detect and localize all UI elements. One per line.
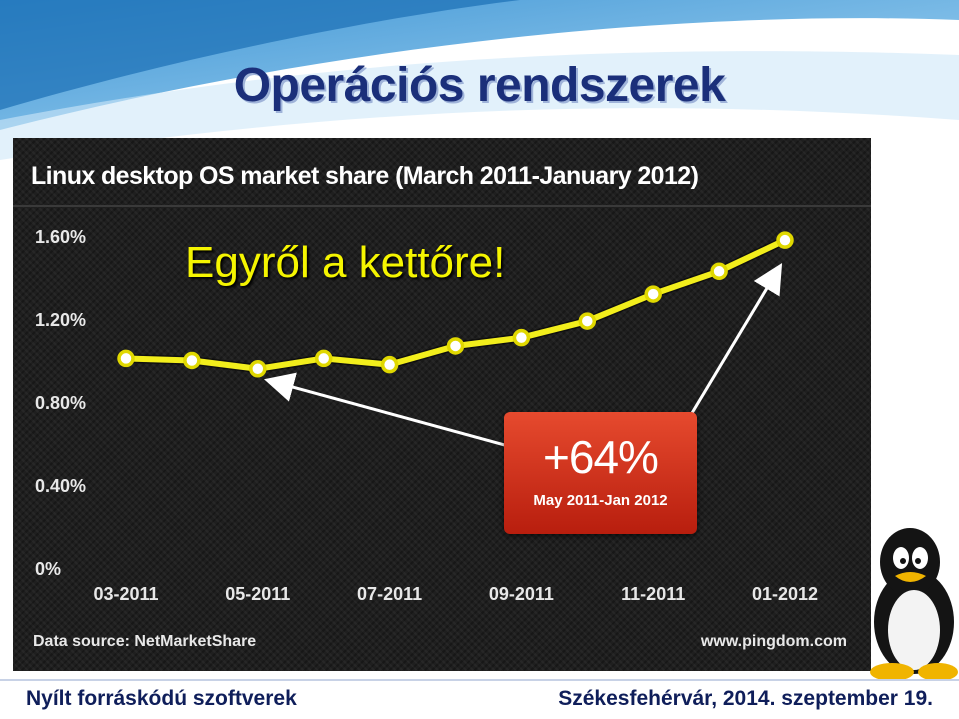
data-point (380, 355, 399, 374)
x-tick-label: 11-2011 (621, 584, 685, 604)
y-tick-label: 0.40% (35, 476, 86, 496)
data-point (446, 337, 465, 355)
growth-callout: +64% May 2011-Jan 2012 (504, 412, 697, 534)
footer-left: Nyílt forráskódú szoftverek (26, 687, 297, 710)
title-divider (13, 205, 871, 207)
x-tick-label: 07-2011 (357, 584, 422, 604)
y-tick-label: 0% (35, 559, 61, 579)
y-tick-label: 1.60% (35, 227, 86, 247)
data-point (117, 349, 135, 368)
data-point (644, 285, 662, 303)
callout-value: +64% (543, 431, 659, 483)
y-tick-label: 0.80% (35, 393, 86, 413)
footer-divider (0, 679, 959, 681)
data-point (183, 351, 201, 370)
data-point (249, 360, 267, 378)
data-source: Data source: NetMarketShare (33, 633, 257, 650)
data-point (512, 328, 531, 347)
y-tick-label: 1.20% (35, 310, 86, 330)
data-point (578, 312, 597, 330)
overlay-caption: Egyről a kettőre! (185, 238, 506, 287)
x-tick-label: 09-2011 (489, 584, 554, 604)
callout-label: May 2011-Jan 2012 (533, 492, 668, 509)
chart-title: Linux desktop OS market share (March 201… (31, 162, 699, 190)
x-tick-label: 03-2011 (93, 584, 158, 604)
data-point (776, 231, 794, 249)
data-point (710, 262, 728, 281)
source-site: www.pingdom.com (700, 633, 847, 650)
x-tick-label: 01-2012 (752, 584, 818, 604)
annotation-arrow (681, 263, 783, 429)
x-tick-label: 05-2011 (225, 584, 290, 604)
tux-penguin-icon (870, 528, 958, 681)
footer-right: Székesfehérvár, 2014. szeptember 19. (558, 687, 933, 710)
annotation-arrow (264, 372, 524, 452)
data-point (314, 349, 333, 368)
chart-panel: Linux desktop OS market share (March 201… (13, 138, 871, 671)
line-chart: 0% 0.40% 0.80% 1.20% 1.60% 03-2011 05-2011 07-2… (35, 227, 818, 604)
slide-title: Operációs rendszerek (233, 59, 726, 112)
